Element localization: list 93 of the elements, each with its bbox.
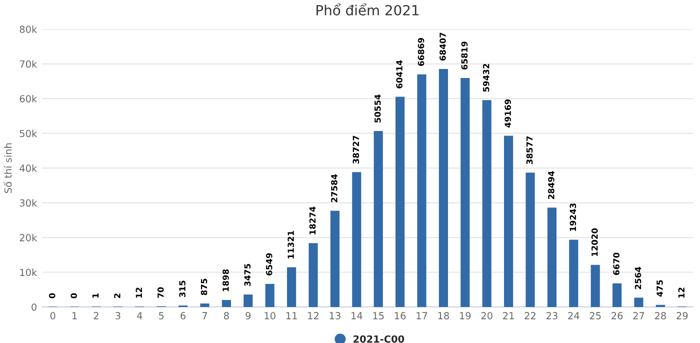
- data-label: 6549: [266, 253, 272, 276]
- bar: [547, 208, 556, 307]
- data-label: 59432: [482, 64, 490, 92]
- data-label: 12020: [591, 228, 598, 256]
- x-tick-label: 22: [524, 312, 536, 320]
- bar: [634, 298, 644, 307]
- legend-label: 2021-C00: [354, 335, 404, 343]
- x-tick-label: 25: [590, 312, 601, 320]
- bar: [222, 300, 231, 307]
- bar: [352, 172, 362, 307]
- bar: [287, 267, 296, 307]
- y-tick-label: 60k: [20, 94, 38, 102]
- x-tick-label: 24: [568, 312, 580, 320]
- data-label: 2: [114, 294, 120, 298]
- bar: [265, 284, 274, 307]
- x-tick-label: 7: [202, 312, 208, 320]
- data-label: 2564: [634, 266, 642, 290]
- y-axis-title: Số thí sinh: [3, 143, 12, 193]
- y-tick-label: 20k: [20, 234, 38, 242]
- x-tick-label: 17: [416, 312, 428, 320]
- data-label: 11321: [288, 230, 294, 258]
- data-label: 18274: [309, 206, 316, 234]
- x-tick-label: 28: [654, 312, 666, 320]
- x-tick-label: 21: [503, 312, 514, 320]
- data-label: 27584: [331, 174, 338, 202]
- x-tick-label: 3: [116, 312, 120, 320]
- bar: [417, 74, 426, 307]
- data-label: 60414: [396, 60, 402, 88]
- bar: [200, 304, 210, 307]
- x-tick-label: 8: [224, 312, 229, 320]
- bar: [244, 294, 253, 307]
- data-label: 0: [48, 293, 56, 298]
- x-tick-label: 29: [676, 312, 688, 320]
- chart-title: Phổ điểm 2021: [316, 3, 419, 16]
- x-tick-label: 12: [308, 312, 318, 320]
- x-tick-label: 1: [72, 312, 77, 320]
- data-label: 12: [678, 288, 684, 298]
- bar: [330, 210, 340, 307]
- x-tick-label: 16: [394, 312, 406, 320]
- x-tick-label: 0: [50, 312, 56, 320]
- y-tick-label: 40k: [20, 164, 38, 172]
- data-label: 65819: [461, 42, 468, 70]
- bar: [374, 130, 383, 307]
- x-tick-label: 2: [94, 312, 98, 320]
- data-label: 38577: [526, 136, 533, 164]
- x-tick-label: 11: [286, 312, 297, 320]
- data-label: 875: [200, 278, 208, 296]
- bar: [482, 100, 492, 307]
- data-label: 49169: [504, 99, 511, 128]
- data-label: 0: [70, 293, 77, 298]
- x-tick-label: 4: [137, 312, 142, 320]
- bar: [569, 240, 578, 307]
- x-tick-label: 10: [264, 312, 276, 320]
- data-label: 6670: [613, 252, 620, 275]
- y-tick-label: 50k: [20, 130, 38, 138]
- bar: [308, 243, 318, 307]
- x-tick-label: 14: [352, 312, 362, 320]
- x-tick-label: 27: [633, 312, 644, 320]
- data-label: 19243: [570, 203, 576, 231]
- data-label: 475: [656, 280, 663, 297]
- data-label: 68407: [440, 32, 446, 61]
- data-label: 3475: [244, 264, 251, 286]
- x-tick-label: 26: [612, 312, 623, 320]
- y-tick-label: 70k: [20, 60, 38, 68]
- y-tick-label: 0: [32, 303, 36, 311]
- data-label: 66869: [418, 38, 424, 66]
- data-label: 1: [92, 293, 99, 298]
- x-tick-label: 15: [373, 312, 384, 320]
- y-tick-label: 80k: [20, 25, 38, 33]
- data-label: 28494: [548, 171, 554, 200]
- data-label: 70: [157, 287, 164, 298]
- bar: [460, 78, 470, 307]
- bar: [396, 96, 405, 307]
- y-tick-label: 10k: [20, 268, 38, 276]
- data-label: 50554: [374, 94, 381, 122]
- bar: [526, 172, 535, 307]
- x-tick-label: 6: [180, 312, 186, 320]
- x-tick-label: 5: [159, 312, 164, 320]
- bar: [438, 68, 448, 307]
- x-tick-label: 9: [246, 312, 251, 320]
- x-tick-label: 23: [546, 312, 558, 320]
- x-tick-label: 20: [481, 312, 492, 320]
- bar: [590, 264, 600, 307]
- bar: [612, 283, 622, 307]
- data-label: 315: [179, 280, 186, 297]
- data-label: 12: [136, 288, 142, 298]
- x-tick-label: 18: [438, 312, 449, 320]
- data-label: 1898: [222, 269, 229, 292]
- data-label: 38727: [352, 136, 360, 164]
- bar: [504, 136, 514, 307]
- x-tick-label: 19: [460, 312, 471, 320]
- y-tick-label: 30k: [20, 199, 38, 207]
- x-tick-label: 13: [330, 312, 340, 320]
